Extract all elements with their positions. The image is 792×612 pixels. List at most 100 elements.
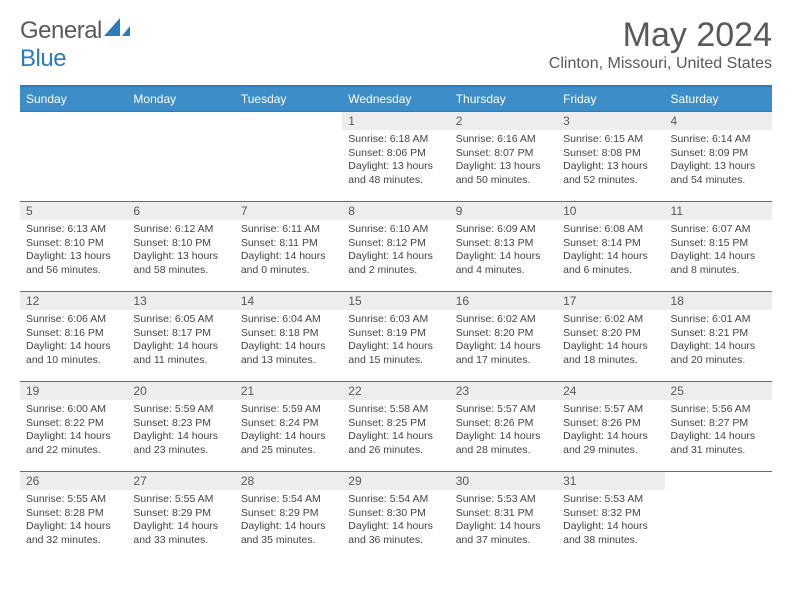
day-details: Sunrise: 5:54 AMSunset: 8:29 PMDaylight:… xyxy=(235,490,342,552)
day-number: 9 xyxy=(450,202,557,220)
day-details: Sunrise: 6:15 AMSunset: 8:08 PMDaylight:… xyxy=(557,130,664,192)
calendar-cell: 13Sunrise: 6:05 AMSunset: 8:17 PMDayligh… xyxy=(127,292,234,382)
day-number: 23 xyxy=(450,382,557,400)
day-details: Sunrise: 6:13 AMSunset: 8:10 PMDaylight:… xyxy=(20,220,127,282)
day-number: 1 xyxy=(342,112,449,130)
calendar-cell: 2Sunrise: 6:16 AMSunset: 8:07 PMDaylight… xyxy=(450,112,557,202)
day-header: Saturday xyxy=(665,86,772,112)
calendar-header-row: SundayMondayTuesdayWednesdayThursdayFrid… xyxy=(20,86,772,112)
day-number: 19 xyxy=(20,382,127,400)
calendar-week-row: 26Sunrise: 5:55 AMSunset: 8:28 PMDayligh… xyxy=(20,472,772,562)
day-number: 18 xyxy=(665,292,772,310)
day-number: 4 xyxy=(665,112,772,130)
calendar-cell: 29Sunrise: 5:54 AMSunset: 8:30 PMDayligh… xyxy=(342,472,449,562)
day-number: 24 xyxy=(557,382,664,400)
day-header: Thursday xyxy=(450,86,557,112)
day-header: Monday xyxy=(127,86,234,112)
calendar-cell: 17Sunrise: 6:02 AMSunset: 8:20 PMDayligh… xyxy=(557,292,664,382)
day-details: Sunrise: 6:18 AMSunset: 8:06 PMDaylight:… xyxy=(342,130,449,192)
day-details: Sunrise: 6:16 AMSunset: 8:07 PMDaylight:… xyxy=(450,130,557,192)
day-header: Wednesday xyxy=(342,86,449,112)
day-details: Sunrise: 5:53 AMSunset: 8:31 PMDaylight:… xyxy=(450,490,557,552)
day-details: Sunrise: 6:09 AMSunset: 8:13 PMDaylight:… xyxy=(450,220,557,282)
calendar-cell: 22Sunrise: 5:58 AMSunset: 8:25 PMDayligh… xyxy=(342,382,449,472)
calendar-cell: .. xyxy=(127,112,234,202)
day-details: Sunrise: 5:59 AMSunset: 8:24 PMDaylight:… xyxy=(235,400,342,462)
day-details: Sunrise: 5:57 AMSunset: 8:26 PMDaylight:… xyxy=(557,400,664,462)
day-number: 6 xyxy=(127,202,234,220)
calendar-cell: 8Sunrise: 6:10 AMSunset: 8:12 PMDaylight… xyxy=(342,202,449,292)
day-number: 12 xyxy=(20,292,127,310)
day-details: Sunrise: 5:58 AMSunset: 8:25 PMDaylight:… xyxy=(342,400,449,462)
day-number: 14 xyxy=(235,292,342,310)
day-header: Tuesday xyxy=(235,86,342,112)
day-number: 27 xyxy=(127,472,234,490)
calendar-cell: 14Sunrise: 6:04 AMSunset: 8:18 PMDayligh… xyxy=(235,292,342,382)
page-subtitle: Clinton, Missouri, United States xyxy=(549,55,772,73)
logo: General Blue xyxy=(20,16,132,73)
calendar-cell: 26Sunrise: 5:55 AMSunset: 8:28 PMDayligh… xyxy=(20,472,127,562)
calendar-week-row: 5Sunrise: 6:13 AMSunset: 8:10 PMDaylight… xyxy=(20,202,772,292)
day-number: 5 xyxy=(20,202,127,220)
page-header: General Blue May 2024 Clinton, Missouri,… xyxy=(20,16,772,81)
title-block: May 2024 Clinton, Missouri, United State… xyxy=(549,16,772,81)
day-details: Sunrise: 6:03 AMSunset: 8:19 PMDaylight:… xyxy=(342,310,449,372)
calendar-cell: 19Sunrise: 6:00 AMSunset: 8:22 PMDayligh… xyxy=(20,382,127,472)
logo-sail-icon xyxy=(102,16,132,38)
calendar-week-row: 19Sunrise: 6:00 AMSunset: 8:22 PMDayligh… xyxy=(20,382,772,472)
calendar-week-row: ......1Sunrise: 6:18 AMSunset: 8:06 PMDa… xyxy=(20,112,772,202)
day-number: 29 xyxy=(342,472,449,490)
day-header: Friday xyxy=(557,86,664,112)
day-number: 21 xyxy=(235,382,342,400)
day-number: 16 xyxy=(450,292,557,310)
day-details: Sunrise: 5:56 AMSunset: 8:27 PMDaylight:… xyxy=(665,400,772,462)
day-number: 11 xyxy=(665,202,772,220)
calendar-cell: 12Sunrise: 6:06 AMSunset: 8:16 PMDayligh… xyxy=(20,292,127,382)
calendar-cell: 16Sunrise: 6:02 AMSunset: 8:20 PMDayligh… xyxy=(450,292,557,382)
day-number: 20 xyxy=(127,382,234,400)
calendar-cell: 23Sunrise: 5:57 AMSunset: 8:26 PMDayligh… xyxy=(450,382,557,472)
day-details: Sunrise: 6:11 AMSunset: 8:11 PMDaylight:… xyxy=(235,220,342,282)
day-details: Sunrise: 6:10 AMSunset: 8:12 PMDaylight:… xyxy=(342,220,449,282)
day-details: Sunrise: 6:14 AMSunset: 8:09 PMDaylight:… xyxy=(665,130,772,192)
day-number: 10 xyxy=(557,202,664,220)
calendar-cell: 24Sunrise: 5:57 AMSunset: 8:26 PMDayligh… xyxy=(557,382,664,472)
day-details: Sunrise: 5:59 AMSunset: 8:23 PMDaylight:… xyxy=(127,400,234,462)
calendar-cell: 15Sunrise: 6:03 AMSunset: 8:19 PMDayligh… xyxy=(342,292,449,382)
day-details: Sunrise: 6:02 AMSunset: 8:20 PMDaylight:… xyxy=(557,310,664,372)
day-number: 28 xyxy=(235,472,342,490)
calendar-cell: 28Sunrise: 5:54 AMSunset: 8:29 PMDayligh… xyxy=(235,472,342,562)
day-details: Sunrise: 6:04 AMSunset: 8:18 PMDaylight:… xyxy=(235,310,342,372)
calendar-cell: 7Sunrise: 6:11 AMSunset: 8:11 PMDaylight… xyxy=(235,202,342,292)
day-number: 7 xyxy=(235,202,342,220)
day-number: 25 xyxy=(665,382,772,400)
day-details: Sunrise: 5:55 AMSunset: 8:28 PMDaylight:… xyxy=(20,490,127,552)
day-details: Sunrise: 6:08 AMSunset: 8:14 PMDaylight:… xyxy=(557,220,664,282)
calendar-cell: 4Sunrise: 6:14 AMSunset: 8:09 PMDaylight… xyxy=(665,112,772,202)
day-number: 17 xyxy=(557,292,664,310)
calendar-cell: 27Sunrise: 5:55 AMSunset: 8:29 PMDayligh… xyxy=(127,472,234,562)
calendar-cell: 18Sunrise: 6:01 AMSunset: 8:21 PMDayligh… xyxy=(665,292,772,382)
logo-text-b: Blue xyxy=(20,45,66,72)
calendar-cell: 9Sunrise: 6:09 AMSunset: 8:13 PMDaylight… xyxy=(450,202,557,292)
day-number: 13 xyxy=(127,292,234,310)
day-header: Sunday xyxy=(20,86,127,112)
calendar-cell: 21Sunrise: 5:59 AMSunset: 8:24 PMDayligh… xyxy=(235,382,342,472)
calendar-cell: 20Sunrise: 5:59 AMSunset: 8:23 PMDayligh… xyxy=(127,382,234,472)
calendar-cell: .. xyxy=(20,112,127,202)
day-details: Sunrise: 5:57 AMSunset: 8:26 PMDaylight:… xyxy=(450,400,557,462)
day-details: Sunrise: 6:05 AMSunset: 8:17 PMDaylight:… xyxy=(127,310,234,372)
calendar-cell: 30Sunrise: 5:53 AMSunset: 8:31 PMDayligh… xyxy=(450,472,557,562)
calendar-cell: 1Sunrise: 6:18 AMSunset: 8:06 PMDaylight… xyxy=(342,112,449,202)
calendar-cell: 6Sunrise: 6:12 AMSunset: 8:10 PMDaylight… xyxy=(127,202,234,292)
day-details: Sunrise: 6:01 AMSunset: 8:21 PMDaylight:… xyxy=(665,310,772,372)
logo-text-a: General xyxy=(20,17,102,44)
calendar-cell: 11Sunrise: 6:07 AMSunset: 8:15 PMDayligh… xyxy=(665,202,772,292)
calendar-cell: 5Sunrise: 6:13 AMSunset: 8:10 PMDaylight… xyxy=(20,202,127,292)
day-details: Sunrise: 5:55 AMSunset: 8:29 PMDaylight:… xyxy=(127,490,234,552)
calendar-cell: .. xyxy=(235,112,342,202)
day-details: Sunrise: 5:53 AMSunset: 8:32 PMDaylight:… xyxy=(557,490,664,552)
day-details: Sunrise: 6:07 AMSunset: 8:15 PMDaylight:… xyxy=(665,220,772,282)
day-details: Sunrise: 6:12 AMSunset: 8:10 PMDaylight:… xyxy=(127,220,234,282)
day-number: 31 xyxy=(557,472,664,490)
